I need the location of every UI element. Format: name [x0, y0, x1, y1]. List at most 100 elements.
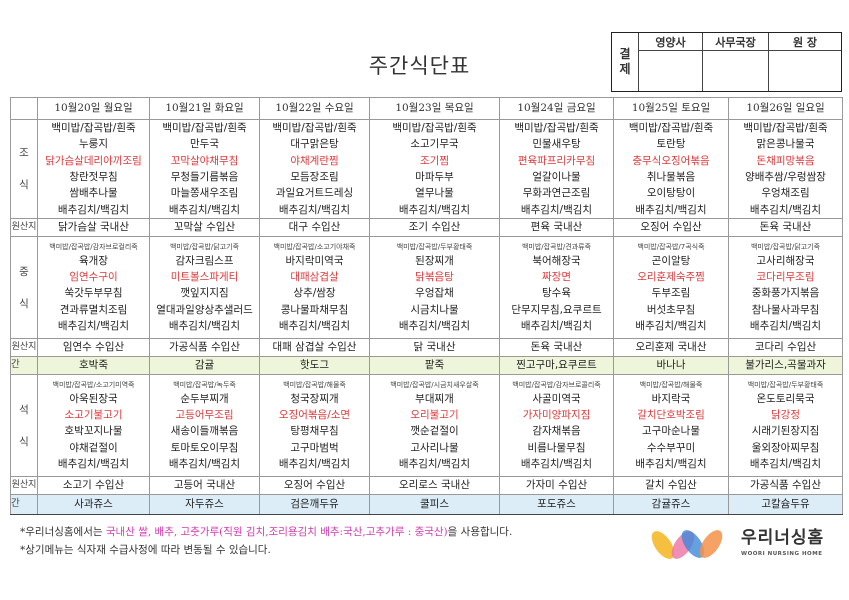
menu-item: 무화과연근조림 — [522, 187, 591, 200]
origin-cell: 오징어 수입산 — [259, 476, 370, 495]
main-dish: 고등어무조림 — [175, 409, 234, 422]
menu-item: 견과류멸치조림 — [59, 303, 128, 316]
menu-item: 쌈배추나물 — [69, 187, 118, 200]
menu-item: 바지락미역국 — [285, 254, 344, 267]
main-dish: 가자미양파지짐 — [522, 409, 591, 422]
origin-cell: 가자미 수입산 — [499, 476, 614, 495]
meal-label-char: 식 — [19, 435, 29, 448]
origin-cell: 코다리 수입산 — [728, 338, 843, 357]
soup-rice-options: 백미밥/잡곡밥/감자브로컬리죽 — [49, 242, 138, 251]
menu-item: 시래기된장지짐 — [751, 425, 820, 438]
table-row: 중 식 백미밥/잡곡밥/감자브로컬리죽 육개장 임연수구이 쑥갓두부무침 견과류멸치조림 배추… — [10, 236, 843, 339]
menu-item: 열무나물 — [415, 187, 454, 200]
main-dish: 꼬막살야채무침 — [170, 154, 239, 167]
main-dish: 소고기불고기 — [64, 409, 123, 422]
menu-item: 배추김치/백김치 — [520, 319, 593, 332]
day-header: 10월20일 월요일 — [37, 97, 150, 120]
dinner-menu-cell: 백미밥/잡곡밥/녹두죽 순두부찌개 고등어무조림 새송이들깨볶음 토마토오이무침 배추김치… — [149, 374, 260, 477]
dinner-menu-cell: 백미밥/잡곡밥/해물죽 바지락국 갈치단호박조림 고구마순나물 수수부꾸미 배추김치/백김… — [613, 374, 729, 477]
menu-item: 백미밥/잡곡밥/흰죽 — [628, 122, 714, 135]
soup-rice-options: 백미밥/잡곡밥/시금치새우살죽 — [390, 380, 479, 389]
menu-item: 배추김치/백김치 — [168, 203, 241, 216]
main-dish: 임연수구이 — [69, 271, 118, 284]
day-header: 10월26일 일요일 — [728, 97, 843, 120]
menu-item: 민물새우탕 — [532, 138, 581, 151]
snack-cell: 검은깨두유 — [259, 494, 370, 515]
soup-rice-options: 백미밥/잡곡밥/닭고기죽 — [750, 242, 821, 251]
main-dish: 조기찜 — [420, 154, 449, 167]
menu-item: 배추김치/백김치 — [57, 203, 130, 216]
soup-rice-options: 백미밥/잡곡밥/녹두죽 — [173, 380, 236, 389]
main-dish: 오리불고기 — [410, 409, 459, 422]
menu-item: 깻잎지지짐 — [180, 287, 229, 300]
sign-office-manager[interactable] — [702, 51, 768, 91]
origin-cell: 돈육 국내산 — [728, 218, 843, 237]
snack-cell-label: 간 식 — [10, 356, 38, 375]
menu-item: 배추김치/백김치 — [278, 457, 351, 470]
menu-item: 대구맑은탕 — [290, 138, 339, 151]
menu-item: 단무지무침,요쿠르트 — [511, 303, 602, 316]
menu-item: 배추김치/백김치 — [635, 319, 707, 332]
origin-cell: 돈육 국내산 — [499, 338, 614, 357]
dinner-menu-cell: 백미밥/잡곡밥/해물죽 청국장찌개 오징어볶음/소면 탕평채무침 고구마범벅 배추김치/백… — [259, 374, 370, 477]
menu-item: 청국장찌개 — [290, 392, 339, 405]
menu-item: 열대과일양상추샐러드 — [156, 303, 253, 316]
menu-item: 배추김치/백김치 — [520, 203, 593, 216]
menu-item: 배추김치/백김치 — [398, 203, 471, 216]
lunch-menu-cell: 백미밥/잡곡밥/닭고기죽 감자크림스프 미트볼스파게티 깻잎지지짐 열대과일양상추샐러드… — [149, 236, 260, 339]
menu-item: 바지락국 — [651, 392, 691, 405]
meal-label-char: 석 — [19, 403, 29, 416]
origin-cell: 고등어 국내산 — [149, 476, 260, 495]
menu-item: 된장찌개 — [415, 254, 454, 267]
menu-item: 사골미역국 — [532, 392, 581, 405]
menu-item: 배추김치/백김치 — [520, 457, 593, 470]
menu-item: 백미밥/잡곡밥/흰죽 — [272, 122, 357, 135]
footer-text: *우리너싱홈에서는 — [20, 526, 106, 538]
main-dish: 닭가슴살데리야끼조림 — [45, 154, 142, 167]
main-dish: 오징어볶음/소면 — [278, 409, 351, 422]
breakfast-menu-cell: 백미밥/잡곡밥/흰죽 맑은콩나물국 돈채피망볶음 양배추쌈/우렁쌈장 우엉채조림 배추김치… — [728, 119, 843, 219]
table-row: 조 식 백미밥/잡곡밥/흰죽 누룽지 닭가슴살데리야끼조림 창란젓무침 쌈배추나물 배추김치/… — [10, 119, 843, 219]
menu-item: 북어해장국 — [532, 254, 581, 267]
approval-director: 원 장 — [768, 33, 841, 51]
menu-item: 야채겉절이 — [69, 441, 118, 454]
logo-subtitle: WOORI NURSING HOME — [741, 551, 823, 557]
sign-dietitian[interactable] — [638, 51, 702, 91]
day-header: 10월24일 금요일 — [499, 97, 614, 120]
sign-director[interactable] — [768, 51, 841, 91]
menu-item: 배추김치/백김치 — [278, 319, 351, 332]
table-row: 원산지 소고기 수입산 고등어 국내산 오징어 수입산 오리로스 국내산 가자미 수입산 갈… — [10, 476, 843, 495]
menu-item: 백미밥/잡곡밥/흰죽 — [514, 122, 599, 135]
menu-item: 콩나물파채무침 — [280, 303, 349, 316]
table-row: 원산지 임연수 수입산 가공식품 수입산 대패 삼겹살 수입산 닭 국내산 돈육 국내산 오… — [10, 338, 843, 357]
main-dish: 갈치단호박조림 — [637, 409, 705, 422]
menu-item: 육개장 — [79, 254, 108, 267]
meal-label-char: 조 — [19, 147, 29, 159]
breakfast-menu-cell: 백미밥/잡곡밥/흰죽 만두국 꼬막살야채무침 무청들기름볶음 마늘쫑새우조림 배추김치/백… — [149, 119, 260, 219]
menu-item: 백미밥/잡곡밥/흰죽 — [51, 122, 136, 135]
menu-item: 중화풍가지볶음 — [751, 287, 820, 300]
menu-item: 시금치나물 — [410, 303, 459, 316]
menu-item: 모듬장조림 — [290, 171, 339, 183]
lunch-menu-cell: 백미밥/잡곡밥/닭고기죽 고사리해장국 코다리무조림 중화풍가지볶음 참나물사과무침 배추… — [728, 236, 843, 339]
soup-rice-options: 백미밥/잡곡밥/해물죽 — [639, 380, 703, 389]
soup-rice-options: 백미밥/잡곡밥/소고기야채죽 — [273, 242, 356, 251]
menu-item: 버섯초무침 — [646, 303, 696, 316]
day-header: 10월21일 화요일 — [149, 97, 260, 120]
menu-item: 배추김치/백김치 — [168, 319, 241, 332]
menu-item: 오이탕탕이 — [646, 187, 696, 200]
origin-cell: 갈치 수입산 — [613, 476, 729, 495]
lunch-menu-cell: 백미밥/잡곡밥/소고기야채죽 바지락미역국 대패삼겹살 상추/쌈장 콩나물파채무침 배추김… — [259, 236, 370, 339]
snack-cell: 자두쥬스 — [149, 494, 260, 515]
menu-item: 울외장아찌무침 — [751, 441, 820, 454]
menu-item: 쑥갓두부무침 — [64, 287, 123, 300]
main-dish: 닭볶음탕 — [415, 271, 454, 284]
menu-item: 백미밥/잡곡밥/흰죽 — [162, 122, 247, 135]
origin-cell: 오리훈제 국내산 — [613, 338, 729, 357]
menu-item: 맑은콩나물국 — [756, 138, 815, 151]
snack-cell: 핫도그 — [259, 356, 370, 375]
title-text: 주간식단표 — [368, 54, 471, 78]
snack-cell-label: 간 식 — [10, 494, 38, 515]
